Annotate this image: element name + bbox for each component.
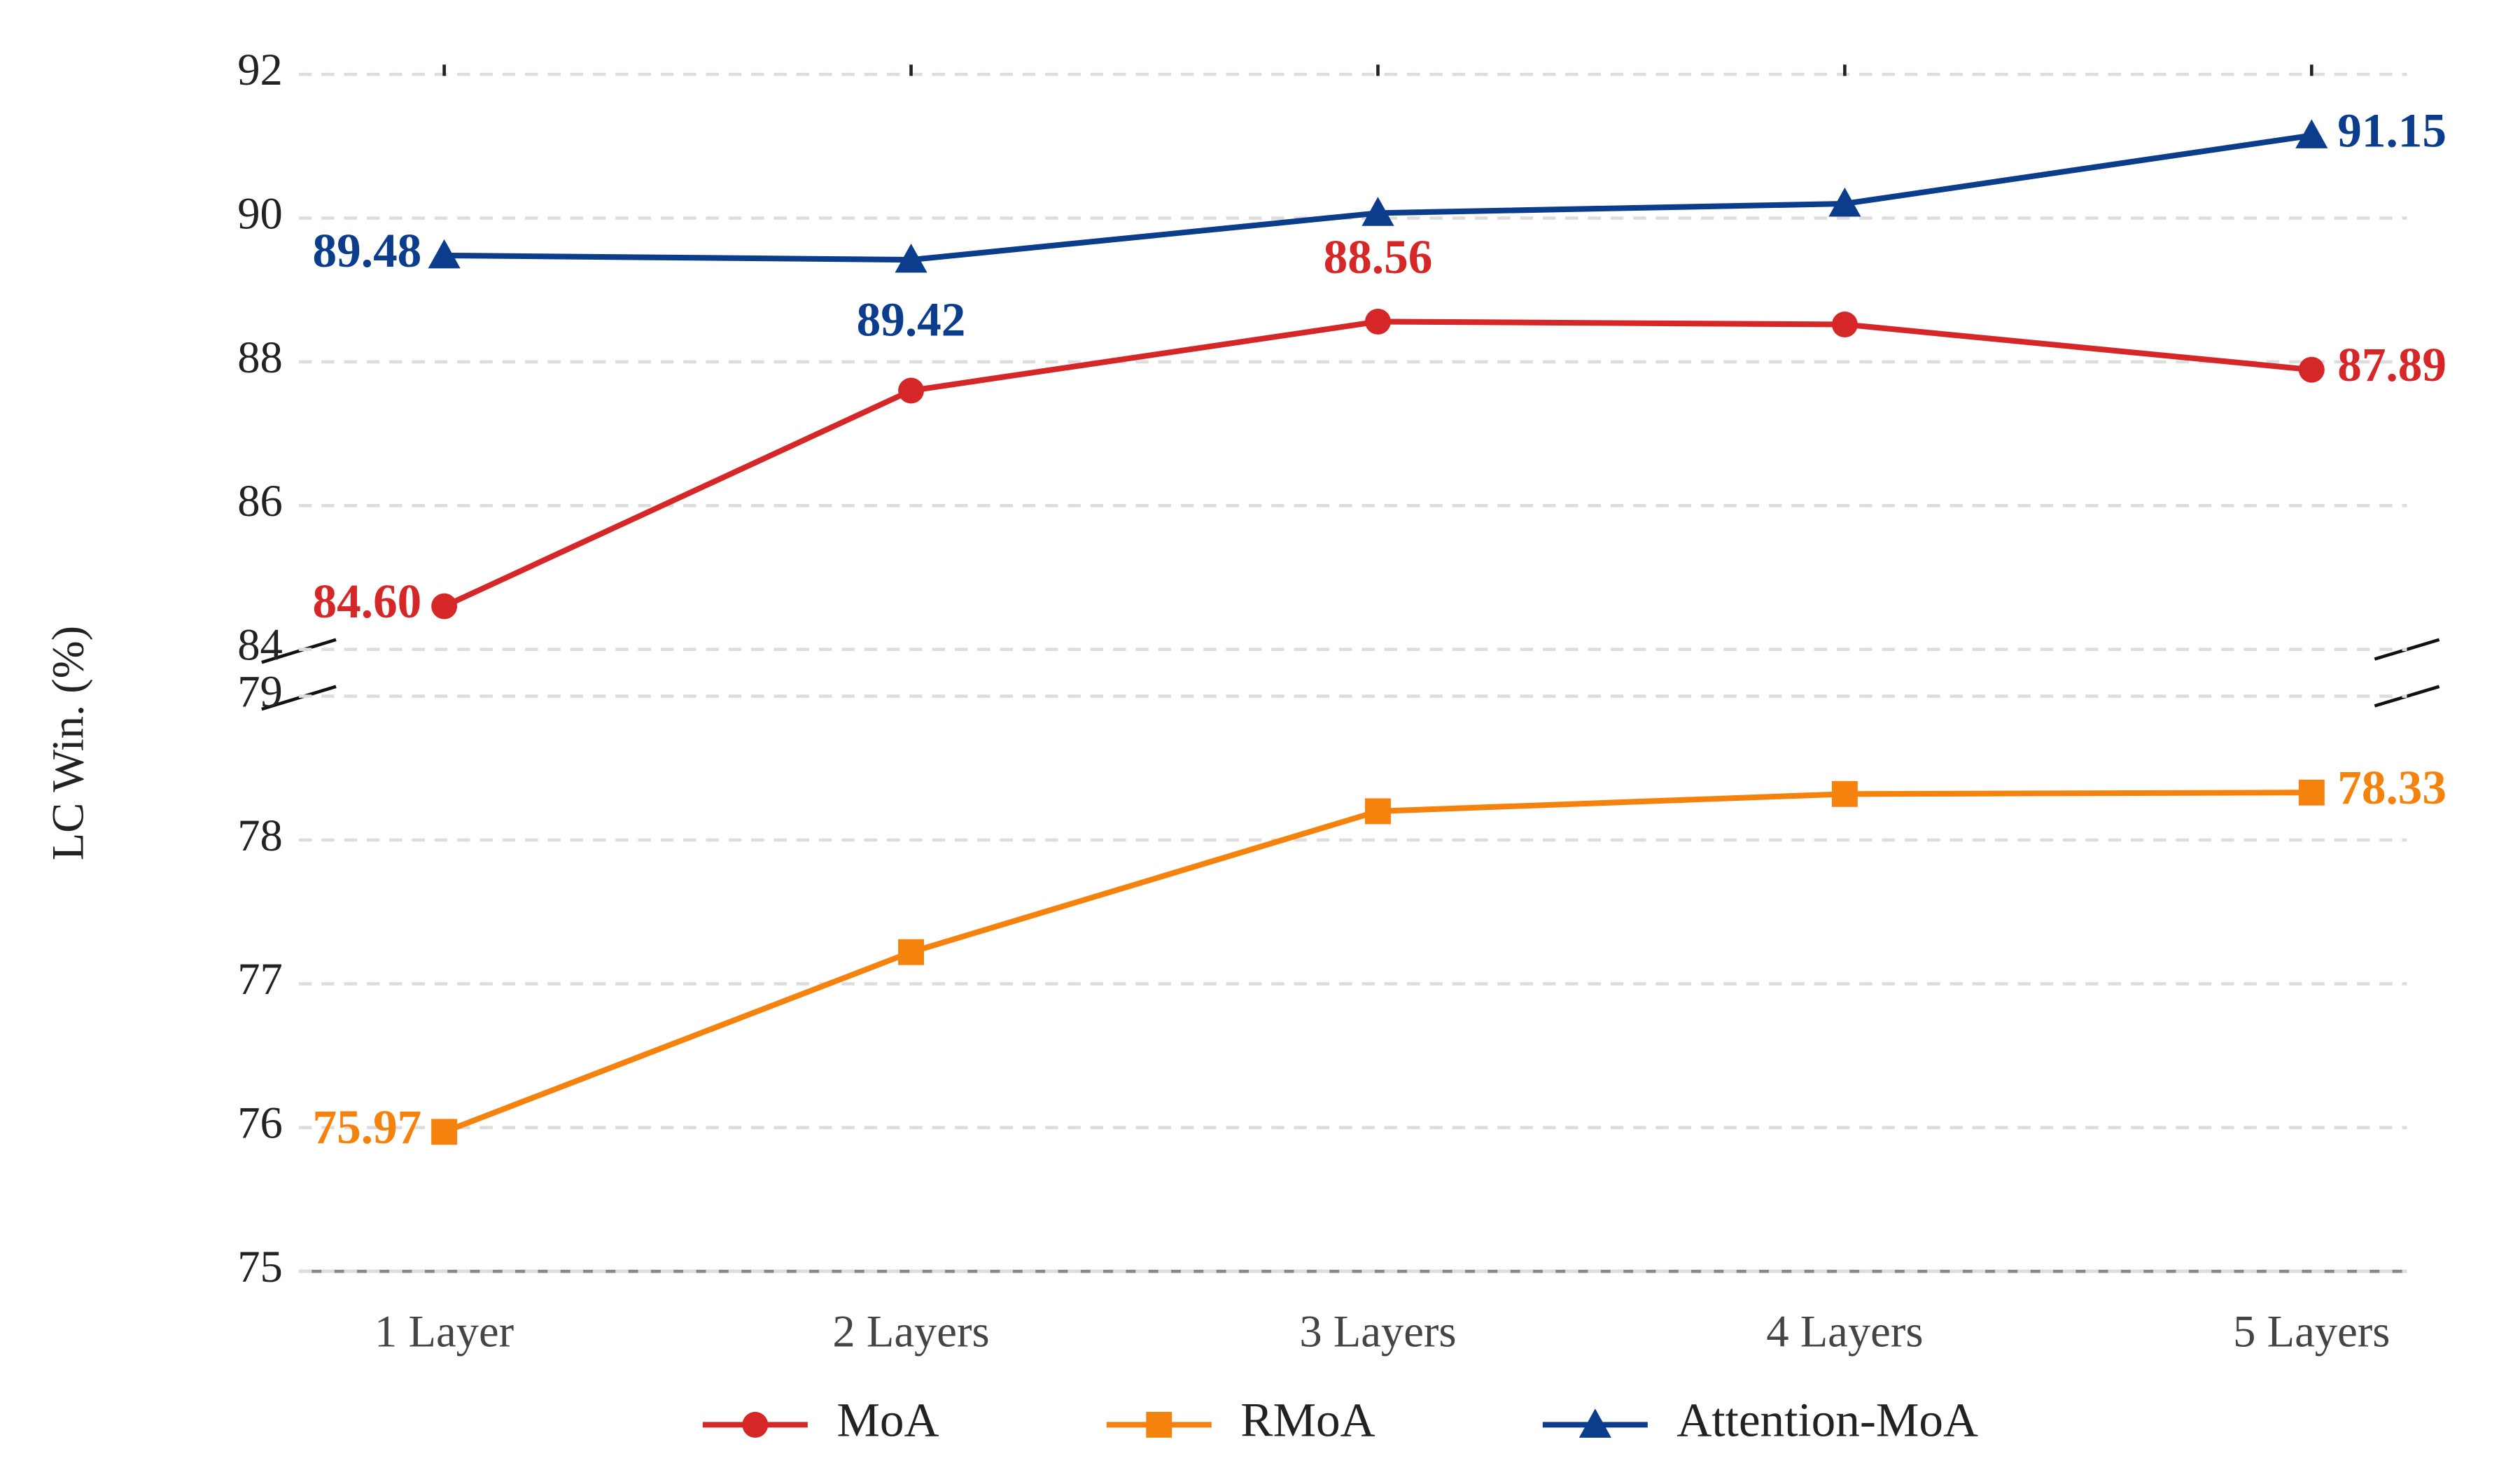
point bbox=[431, 593, 458, 620]
y-tick-label: 90 bbox=[237, 188, 283, 238]
value-label: 78.33 bbox=[2337, 760, 2446, 814]
point bbox=[2295, 119, 2328, 148]
x-tick-label: 3 Layers bbox=[1299, 1306, 1456, 1356]
x-tick-label: 2 Layers bbox=[832, 1306, 989, 1356]
value-label: 88.56 bbox=[1324, 230, 1433, 284]
legend-marker bbox=[742, 1411, 769, 1438]
legend-label: RMoA bbox=[1240, 1392, 1375, 1446]
value-label: 89.42 bbox=[857, 292, 966, 346]
legend-label: Attention-MoA bbox=[1676, 1392, 1978, 1446]
y-tick-label: 92 bbox=[237, 44, 283, 94]
point bbox=[1831, 312, 1858, 337]
legend-marker bbox=[1146, 1411, 1172, 1438]
point bbox=[1365, 308, 1391, 335]
y-tick-label: 79 bbox=[237, 666, 283, 716]
value-label: 89.48 bbox=[313, 223, 422, 277]
point bbox=[1365, 798, 1391, 825]
value-label: 91.15 bbox=[2337, 103, 2446, 157]
legend-label: MoA bbox=[836, 1392, 939, 1446]
series-line bbox=[443, 790, 2312, 1135]
value-label: 84.60 bbox=[313, 574, 422, 628]
point bbox=[1362, 197, 1394, 226]
y-tick-label: 86 bbox=[237, 475, 283, 526]
y-tick-label: 84 bbox=[237, 620, 283, 670]
point bbox=[2298, 356, 2325, 383]
point bbox=[431, 1119, 458, 1145]
point bbox=[428, 239, 461, 269]
y-axis-label: LC Win. (%) bbox=[43, 626, 94, 860]
x-tick-label: 5 Layers bbox=[2233, 1306, 2390, 1356]
value-label: 75.97 bbox=[313, 1100, 422, 1154]
point bbox=[895, 244, 927, 273]
point bbox=[898, 377, 924, 404]
series-line bbox=[442, 318, 2312, 609]
legend-marker bbox=[1578, 1408, 1611, 1438]
y-tick-label: 75 bbox=[237, 1241, 283, 1292]
y-tick-label: 78 bbox=[237, 810, 283, 860]
point bbox=[1828, 187, 1861, 217]
y-tick-label: 88 bbox=[237, 332, 283, 382]
y-tick-label: 77 bbox=[237, 953, 283, 1004]
y-tick-label: 76 bbox=[237, 1098, 283, 1148]
x-tick-label: 4 Layers bbox=[1766, 1306, 1923, 1356]
value-label: 87.89 bbox=[2337, 337, 2446, 391]
x-tick-label: 1 Layer bbox=[374, 1306, 514, 1356]
point bbox=[2298, 779, 2325, 806]
point bbox=[1831, 780, 1858, 807]
point bbox=[898, 939, 924, 965]
